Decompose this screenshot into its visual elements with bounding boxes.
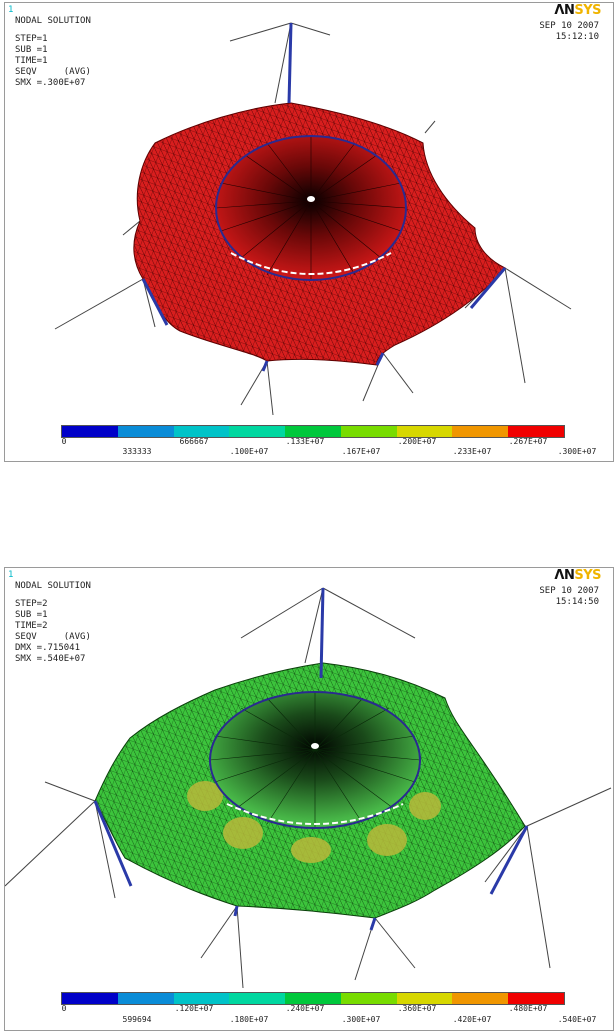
legend-band xyxy=(229,426,286,437)
cables xyxy=(5,587,612,989)
legend-label: .420E+07 xyxy=(452,1015,492,1024)
legend-band xyxy=(229,993,286,1004)
radial-mesh-lines xyxy=(215,136,407,280)
legend-band xyxy=(285,993,341,1004)
legend-band xyxy=(62,426,118,437)
legend-band xyxy=(396,426,453,437)
clock-label: 15:14:50 xyxy=(555,597,599,607)
legend-label: .267E+07 xyxy=(508,437,548,446)
solution-title: NODAL SOLUTION xyxy=(15,581,91,591)
legend-label: 0 xyxy=(61,1004,67,1013)
legend-label: .233E+07 xyxy=(452,447,492,456)
legend-label: .300E+07 xyxy=(341,1015,381,1024)
legend-label: .100E+07 xyxy=(229,447,269,456)
radial-mesh-lines xyxy=(209,692,421,828)
legend-label: .200E+07 xyxy=(397,437,437,446)
time-label: TIME=1 xyxy=(15,56,48,66)
date-label: SEP 10 2007 xyxy=(539,586,599,596)
legend-label: .540E+07 xyxy=(557,1015,597,1024)
legend-label: 599694 xyxy=(122,1015,152,1024)
date-label: SEP 10 2007 xyxy=(539,21,599,31)
window-number: 1 xyxy=(8,5,14,15)
step-label: STEP=2 xyxy=(15,599,48,609)
result-window-step2: 1 NODAL SOLUTION STEP=2 SUB =1 TIME=2 SE… xyxy=(4,567,614,1031)
time-label: TIME=2 xyxy=(15,621,48,631)
compression-ring xyxy=(209,691,421,829)
solution-title: NODAL SOLUTION xyxy=(15,16,91,26)
legend-label: .300E+07 xyxy=(557,447,597,456)
legend-band xyxy=(173,993,230,1004)
legend-label: .167E+07 xyxy=(341,447,381,456)
legend-label: 333333 xyxy=(122,447,152,456)
smx-label: SMX =.300E+07 xyxy=(15,78,86,88)
legend-band xyxy=(508,993,565,1004)
ansys-logo: ΛNSYS xyxy=(554,568,601,583)
legend-band xyxy=(173,426,230,437)
dmx-label: DMX =.715041 xyxy=(15,643,81,653)
legend-band xyxy=(285,426,341,437)
legend-label: .480E+07 xyxy=(508,1004,548,1013)
legend-band xyxy=(508,426,565,437)
step-label: STEP=1 xyxy=(15,34,48,44)
legend-label: 0 xyxy=(61,437,67,446)
legend-label: 666667 xyxy=(179,437,209,446)
legend-label: .120E+07 xyxy=(174,1004,214,1013)
masts xyxy=(93,587,529,931)
stress-patches xyxy=(187,781,441,863)
seqv-label: SEQV (AVG) xyxy=(15,632,91,642)
legend-label: .360E+07 xyxy=(397,1004,437,1013)
seqv-label: SEQV (AVG) xyxy=(15,67,91,77)
contour-legend-bar xyxy=(61,992,565,1005)
legend-band xyxy=(117,426,174,437)
legend-band xyxy=(396,993,453,1004)
legend-label: .133E+07 xyxy=(285,437,325,446)
masts xyxy=(141,22,507,372)
legend-band xyxy=(340,993,397,1004)
legend-band xyxy=(62,993,118,1004)
smx-label: SMX =.540E+07 xyxy=(15,654,86,664)
clock-label: 15:12:10 xyxy=(555,32,599,42)
sub-label: SUB =1 xyxy=(15,45,48,55)
legend-band xyxy=(452,426,509,437)
legend-label: .240E+07 xyxy=(285,1004,325,1013)
window-number: 1 xyxy=(8,570,14,580)
tent-model-step1 xyxy=(54,22,572,416)
tent-model-step2 xyxy=(5,587,612,989)
result-window-step1: 1 NODAL SOLUTION STEP=1 SUB =1 TIME=1 SE… xyxy=(4,2,614,462)
ansys-logo: ΛNSYS xyxy=(554,3,601,18)
legend-band xyxy=(340,426,397,437)
legend-band xyxy=(117,993,174,1004)
sub-label: SUB =1 xyxy=(15,610,48,620)
legend-band xyxy=(452,993,509,1004)
legend-label: .180E+07 xyxy=(229,1015,269,1024)
compression-ring xyxy=(215,135,407,281)
contour-legend-bar xyxy=(61,425,565,438)
